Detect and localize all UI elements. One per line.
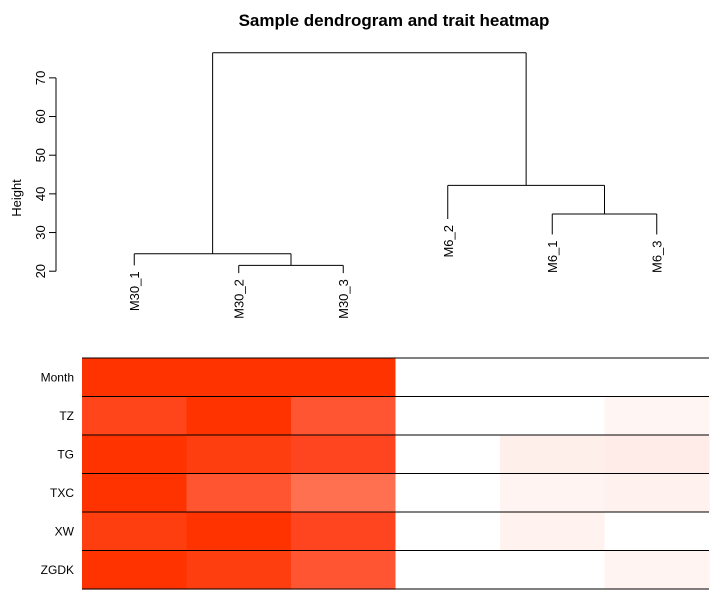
heatmap-cell xyxy=(291,358,397,398)
heatmap-cell xyxy=(500,512,606,552)
heatmap-cell xyxy=(291,550,397,590)
heatmap-cell xyxy=(291,435,397,475)
heatmap-cell xyxy=(395,512,501,552)
heatmap-cell xyxy=(395,473,501,513)
heatmap-cell xyxy=(500,435,606,475)
heatmap-cell xyxy=(604,550,710,590)
heatmap-cell xyxy=(291,512,397,552)
heatmap-cell xyxy=(82,512,188,552)
y-tick-label: 50 xyxy=(33,148,48,162)
trait-label: TXC xyxy=(50,486,74,500)
heatmap-cell xyxy=(604,512,710,552)
trait-label: ZGDK xyxy=(41,563,74,577)
y-axis: 20 30 40 50 60 70 xyxy=(33,71,57,278)
chart-title: Sample dendrogram and trait heatmap xyxy=(239,11,550,30)
heatmap-cell xyxy=(186,473,292,513)
y-tick-label: 60 xyxy=(33,109,48,123)
heatmap-cell xyxy=(604,473,710,513)
sample-label: M30_3 xyxy=(336,279,351,319)
heatmap-cell xyxy=(500,473,606,513)
heatmap-cell xyxy=(395,550,501,590)
sample-label: M6_2 xyxy=(441,225,456,258)
heatmap-cell xyxy=(604,358,710,398)
heatmap-cell xyxy=(395,435,501,475)
y-tick-label: 20 xyxy=(33,264,48,278)
heatmap-cell xyxy=(604,396,710,436)
trait-label: TZ xyxy=(59,409,74,423)
heatmap-cell xyxy=(82,435,188,475)
heatmap-cell xyxy=(500,396,606,436)
heatmap-cell xyxy=(291,396,397,436)
heatmap-cell xyxy=(395,396,501,436)
heatmap-cell xyxy=(395,358,501,398)
heatmap-cell xyxy=(604,435,710,475)
sample-label: M6_3 xyxy=(650,240,665,273)
dendrogram xyxy=(133,52,658,274)
heatmap-cell xyxy=(186,396,292,436)
heatmap-cell xyxy=(500,550,606,590)
trait-heatmap xyxy=(82,357,710,590)
heatmap-cell xyxy=(186,550,292,590)
trait-label: TG xyxy=(57,447,74,461)
sample-label: M30_2 xyxy=(232,279,247,319)
y-tick-label: 70 xyxy=(33,71,48,85)
heatmap-cell xyxy=(82,396,188,436)
heatmap-cell xyxy=(82,358,188,398)
heatmap-cell xyxy=(291,473,397,513)
sample-label: M30_1 xyxy=(127,271,142,311)
heatmap-cell xyxy=(186,358,292,398)
heatmap-cell xyxy=(186,512,292,552)
trait-label: XW xyxy=(55,524,75,538)
heatmap-cell xyxy=(186,435,292,475)
sample-labels: M30_1 M30_2 M30_3 M6_2 M6_1 M6_3 xyxy=(127,225,665,319)
y-axis-label: Height xyxy=(9,179,24,217)
heatmap-cell xyxy=(82,550,188,590)
trait-label: Month xyxy=(41,370,74,384)
heatmap-cell xyxy=(500,358,606,398)
y-tick-label: 30 xyxy=(33,225,48,239)
y-tick-label: 40 xyxy=(33,187,48,201)
sample-label: M6_1 xyxy=(545,240,560,273)
heatmap-cell xyxy=(82,473,188,513)
trait-labels: Month TZ TG TXC XW ZGDK xyxy=(41,370,75,577)
